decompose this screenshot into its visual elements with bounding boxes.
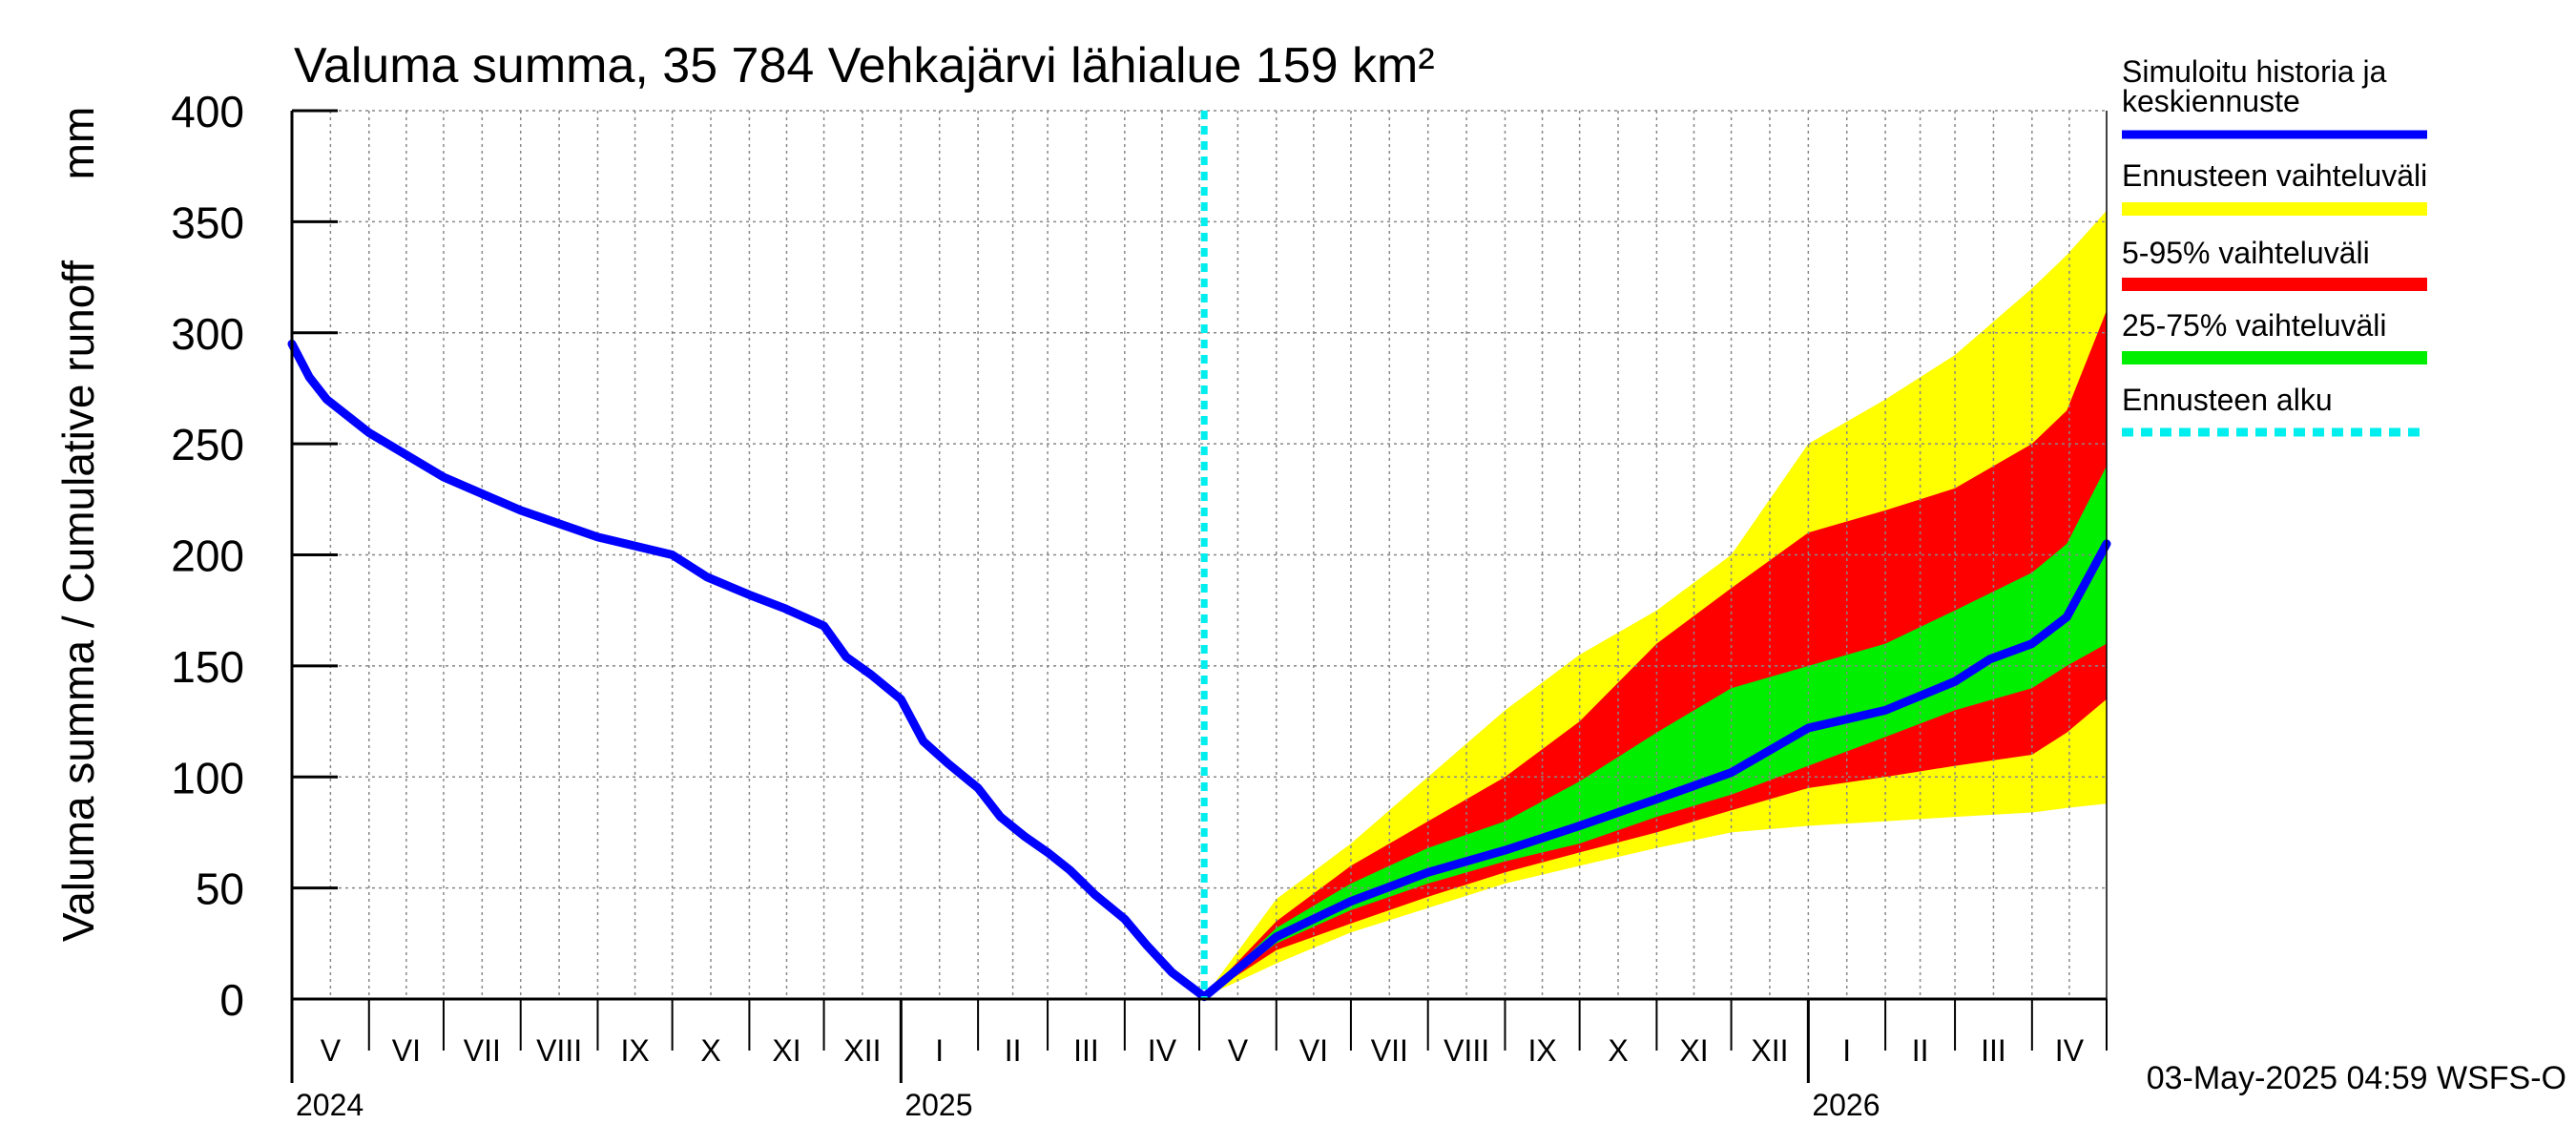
x-month-label: VI xyxy=(1299,1033,1328,1068)
x-month-label: VIII xyxy=(536,1033,582,1068)
y-tick-label: 400 xyxy=(171,87,244,136)
x-month-label: XI xyxy=(1679,1033,1708,1068)
x-year-label: 2025 xyxy=(904,1088,972,1122)
x-month-label: IX xyxy=(1527,1033,1556,1068)
x-month-label: VIII xyxy=(1444,1033,1489,1068)
x-month-label: IV xyxy=(1148,1033,1177,1068)
x-month-label: III xyxy=(1981,1033,2006,1068)
legend-label-1: keskiennuste xyxy=(2122,84,2300,118)
x-month-label: V xyxy=(321,1033,342,1068)
y-tick-label: 0 xyxy=(219,975,244,1025)
y-tick-label: 50 xyxy=(196,864,244,914)
x-month-label: V xyxy=(1228,1033,1249,1068)
x-month-label: I xyxy=(935,1033,944,1068)
series-lines xyxy=(287,111,2111,1002)
forecast-bands xyxy=(1204,210,2107,997)
x-month-label: VI xyxy=(392,1033,421,1068)
x-month-label: VII xyxy=(464,1033,501,1068)
x-month-label: II xyxy=(1005,1033,1022,1068)
legend-label-2: Ennusteen vaihteluväli xyxy=(2122,158,2427,193)
axes xyxy=(290,109,2108,1083)
x-month-label: X xyxy=(1608,1033,1628,1068)
footer-timestamp: 03-May-2025 04:59 WSFS-O xyxy=(2147,1060,2566,1096)
y-axis-label: Valuma summa / Cumulative runoff xyxy=(53,260,103,942)
y-tick-label: 250 xyxy=(171,420,244,469)
y-tick-label: 150 xyxy=(171,642,244,692)
band-3 xyxy=(1204,466,2107,997)
x-month-label: X xyxy=(700,1033,720,1068)
y-tick-label: 100 xyxy=(171,753,244,802)
x-month-label: I xyxy=(1842,1033,1851,1068)
y-axis-unit: mm xyxy=(53,107,103,180)
legend-label-5: Ennusteen alku xyxy=(2122,383,2333,417)
x-month-label: IX xyxy=(620,1033,649,1068)
band-2 xyxy=(1204,310,2107,997)
x-month-label: XII xyxy=(1751,1033,1788,1068)
x-year-label: 2026 xyxy=(1812,1088,1880,1122)
chart-title: Valuma summa, 35 784 Vehkajärvi lähialue… xyxy=(294,38,1435,94)
legend-label-3: 5-95% vaihteluväli xyxy=(2122,236,2370,270)
x-month-label: XII xyxy=(843,1033,881,1068)
x-month-label: IV xyxy=(2055,1033,2085,1068)
y-tick-label: 350 xyxy=(171,198,244,247)
x-month-label: VII xyxy=(1371,1033,1408,1068)
x-month-label: III xyxy=(1073,1033,1099,1068)
x-year-label: 2024 xyxy=(296,1088,364,1122)
band-1 xyxy=(1204,210,2107,997)
x-month-label: II xyxy=(1912,1033,1929,1068)
chart-texts: Valuma summa, 35 784 Vehkajärvi lähialue… xyxy=(53,38,2566,1122)
y-tick-label: 200 xyxy=(171,531,244,581)
legend-label-1: Simuloitu historia ja xyxy=(2122,54,2387,89)
series-line-1 xyxy=(287,339,2111,1002)
x-month-label: XI xyxy=(772,1033,800,1068)
y-tick-label: 300 xyxy=(171,309,244,359)
legend-label-4: 25-75% vaihteluväli xyxy=(2122,308,2387,343)
grid xyxy=(292,110,2107,999)
